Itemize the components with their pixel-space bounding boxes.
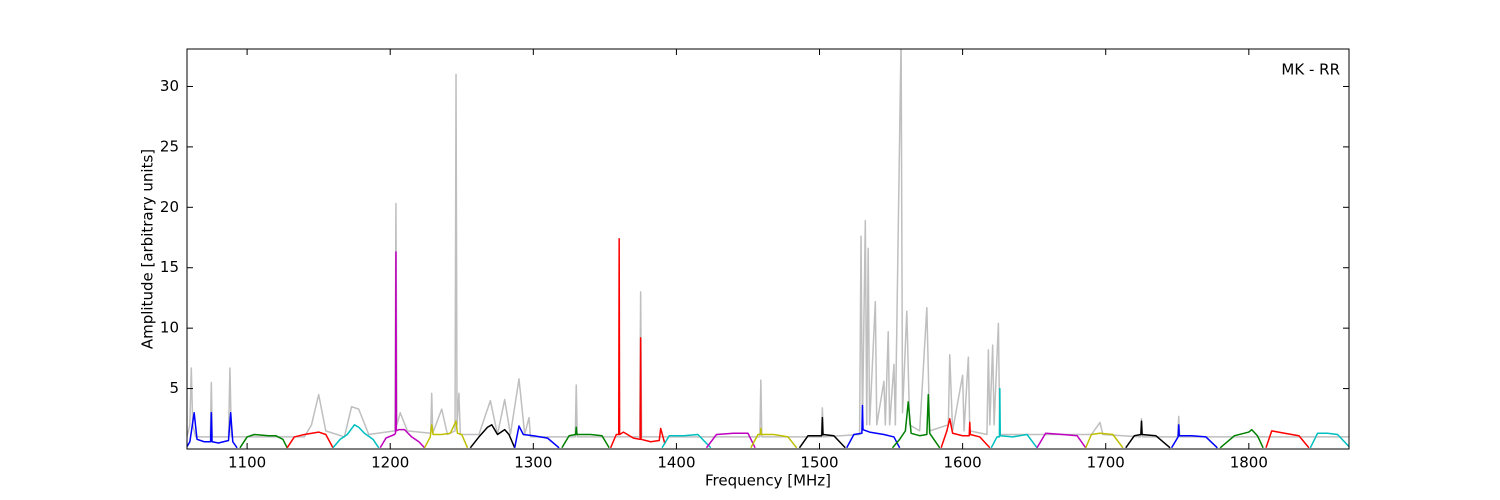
spectrum-line <box>1125 420 1171 449</box>
x-tick-label: 1700 <box>1087 454 1125 472</box>
spectrum-line <box>609 237 666 449</box>
spectrum-line <box>940 418 991 449</box>
spectrum-line <box>1085 432 1124 449</box>
y-tick-label: 5 <box>169 379 179 397</box>
x-axis-label: Frequency [MHz] <box>705 472 831 490</box>
spectrum-line <box>469 424 516 449</box>
spectrum-line <box>990 387 1038 449</box>
spectrum-line <box>798 416 846 449</box>
spectrum-line <box>332 424 380 449</box>
y-tick-label: 15 <box>160 258 179 276</box>
spectrum-line <box>187 412 238 449</box>
x-tick-label: 1200 <box>371 454 409 472</box>
plot-frame <box>186 48 1350 450</box>
x-tick-label: 1800 <box>1230 454 1268 472</box>
spectrum-line <box>286 431 334 449</box>
plot-lines <box>187 49 1349 449</box>
spectrum-line <box>1219 428 1264 449</box>
x-tick-label: 1600 <box>944 454 982 472</box>
spectrum-line <box>187 49 1349 438</box>
x-tick-label: 1500 <box>800 454 838 472</box>
spectrum-line <box>513 425 560 449</box>
y-tick-label: 10 <box>160 319 179 337</box>
spectrum-line <box>661 433 712 449</box>
annotation: MK - RR <box>1281 61 1340 79</box>
spectrum-line <box>1170 424 1218 449</box>
spectrum-line <box>239 433 288 449</box>
spectrum-line <box>1309 432 1349 449</box>
y-tick-label: 20 <box>160 198 179 216</box>
y-tick-label: 30 <box>160 77 179 95</box>
spectrum-line <box>379 251 426 449</box>
x-tick-label: 1400 <box>657 454 695 472</box>
spectrum-line <box>846 404 901 449</box>
x-tick-label: 1300 <box>514 454 552 472</box>
y-tick-label: 25 <box>160 137 179 155</box>
x-tick-label: 1100 <box>228 454 266 472</box>
y-axis-label: Amplitude [arbitrary units] <box>139 149 157 349</box>
spectrum-line <box>891 393 941 449</box>
spectrum-line <box>750 427 798 449</box>
spectrum-line <box>423 420 469 449</box>
spectrum-line <box>1036 432 1087 449</box>
spectrum-line <box>705 432 756 449</box>
spectrum-line <box>561 426 610 449</box>
spectrum-line <box>1265 430 1310 449</box>
